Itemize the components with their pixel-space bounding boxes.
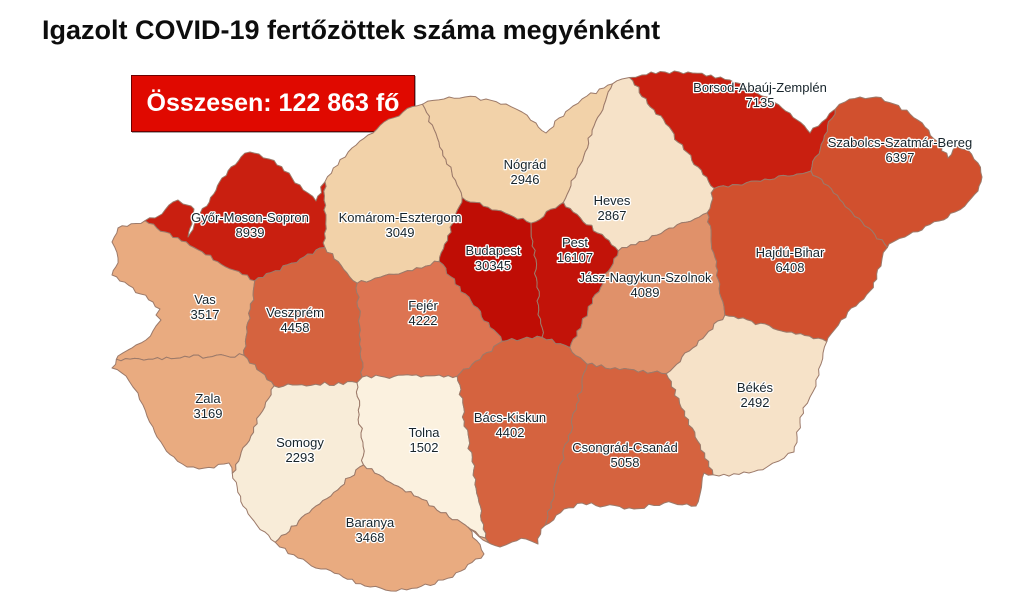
svg-text:Vas: Vas bbox=[194, 292, 216, 307]
svg-text:4222: 4222 bbox=[409, 313, 438, 328]
svg-text:Fejér: Fejér bbox=[408, 298, 438, 313]
svg-text:7135: 7135 bbox=[746, 95, 775, 110]
svg-text:Komárom-Esztergom: Komárom-Esztergom bbox=[339, 210, 462, 225]
svg-text:Tolna: Tolna bbox=[408, 425, 440, 440]
svg-text:3169: 3169 bbox=[194, 406, 223, 421]
svg-text:2293: 2293 bbox=[286, 450, 315, 465]
svg-text:Békés: Békés bbox=[737, 380, 774, 395]
svg-text:Somogy: Somogy bbox=[276, 435, 324, 450]
svg-text:Jász-Nagykun-Szolnok: Jász-Nagykun-Szolnok bbox=[579, 270, 712, 285]
svg-text:Szabolcs-Szatmár-Bereg: Szabolcs-Szatmár-Bereg bbox=[828, 135, 973, 150]
svg-text:4402: 4402 bbox=[496, 425, 525, 440]
svg-text:5058: 5058 bbox=[611, 455, 640, 470]
svg-text:Győr-Moson-Sopron: Győr-Moson-Sopron bbox=[191, 210, 309, 225]
svg-text:Nógrád: Nógrád bbox=[504, 157, 547, 172]
svg-text:Zala: Zala bbox=[195, 391, 221, 406]
svg-text:2946: 2946 bbox=[511, 172, 540, 187]
svg-text:2492: 2492 bbox=[741, 395, 770, 410]
svg-text:Borsod-Abaúj-Zemplén: Borsod-Abaúj-Zemplén bbox=[693, 80, 827, 95]
svg-text:Budapest: Budapest bbox=[466, 243, 521, 258]
svg-text:3517: 3517 bbox=[191, 307, 220, 322]
svg-text:8939: 8939 bbox=[236, 225, 265, 240]
svg-text:2867: 2867 bbox=[598, 208, 627, 223]
svg-text:6397: 6397 bbox=[886, 150, 915, 165]
svg-text:4458: 4458 bbox=[281, 320, 310, 335]
svg-text:Baranya: Baranya bbox=[346, 515, 395, 530]
svg-text:Pest: Pest bbox=[562, 235, 588, 250]
svg-text:4089: 4089 bbox=[631, 285, 660, 300]
svg-text:3468: 3468 bbox=[356, 530, 385, 545]
svg-text:30345: 30345 bbox=[475, 258, 511, 273]
svg-text:3049: 3049 bbox=[386, 225, 415, 240]
svg-text:Hajdú-Bihar: Hajdú-Bihar bbox=[756, 245, 825, 260]
svg-text:Csongrád-Csanád: Csongrád-Csanád bbox=[572, 440, 678, 455]
svg-text:Heves: Heves bbox=[594, 193, 631, 208]
svg-text:6408: 6408 bbox=[776, 260, 805, 275]
svg-text:Bács-Kiskun: Bács-Kiskun bbox=[474, 410, 546, 425]
svg-text:1502: 1502 bbox=[410, 440, 439, 455]
svg-text:Veszprém: Veszprém bbox=[266, 305, 324, 320]
svg-text:16107: 16107 bbox=[557, 250, 593, 265]
